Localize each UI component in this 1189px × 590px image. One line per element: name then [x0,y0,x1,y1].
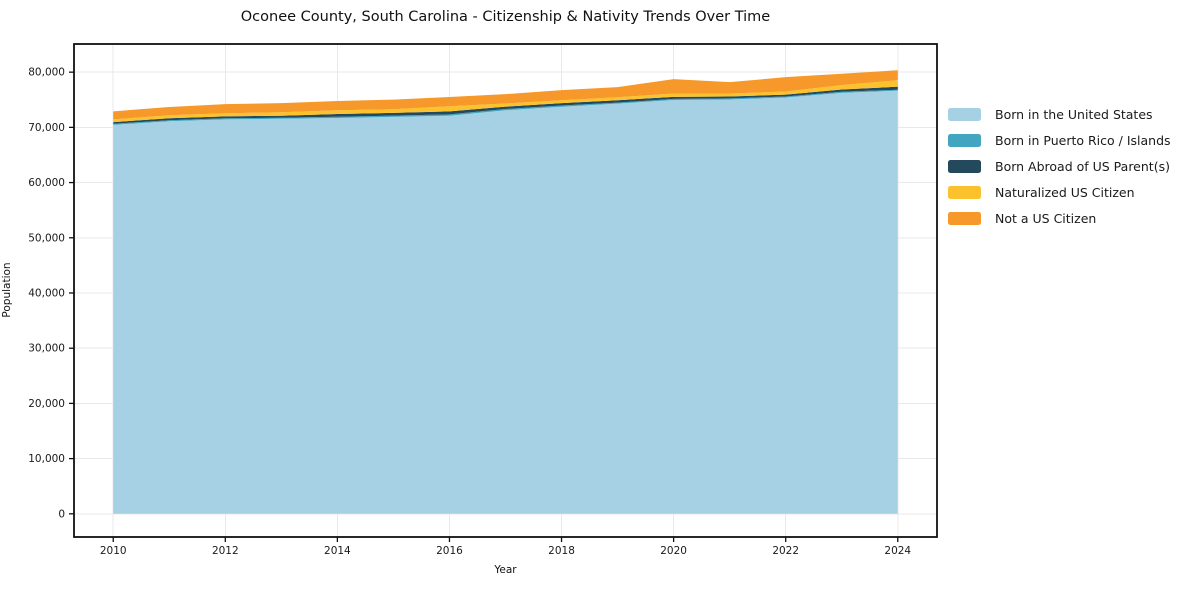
legend-label: Born Abroad of US Parent(s) [995,158,1170,174]
legend: Born in the United States Born in Puerto… [948,101,1171,231]
area-born-in-the-united-states [113,90,898,514]
x-tick-label: 2020 [660,545,687,557]
legend-swatch-icon [948,159,981,173]
legend-item: Born in Puerto Rico / Islands [948,127,1171,153]
y-tick-label: 0 [58,508,65,520]
legend-item: Born Abroad of US Parent(s) [948,153,1171,179]
tick-labels: 0 10,000 20,000 30,000 40,000 50,000 60,000 70,… [28,67,911,557]
y-axis-label: Population [1,262,13,318]
x-tick-label: 2012 [212,545,239,557]
legend-label: Born in the United States [995,106,1153,122]
x-tick-label: 2010 [100,545,127,557]
x-tick-label: 2022 [772,545,799,557]
y-tick-label: 30,000 [28,343,65,355]
x-tick-label: 2014 [324,545,351,557]
y-tick-label: 10,000 [28,453,65,465]
y-tick-label: 80,000 [28,67,65,79]
legend-swatch-icon [948,107,981,121]
legend-swatch-icon [948,133,981,147]
y-tick-label: 40,000 [28,287,65,299]
y-tick-label: 70,000 [28,122,65,134]
area-series [113,70,898,514]
x-tick-label: 2016 [436,545,463,557]
legend-swatch-icon [948,211,981,225]
legend-item: Not a US Citizen [948,205,1171,231]
plot-border [73,43,938,538]
y-tick-label: 60,000 [28,177,65,189]
legend-label: Naturalized US Citizen [995,184,1135,200]
legend-item: Born in the United States [948,101,1171,127]
area-not-a-us-citizen [113,70,898,120]
y-tick-label: 50,000 [28,232,65,244]
legend-item: Naturalized US Citizen [948,179,1171,205]
x-tick-label: 2024 [884,545,911,557]
area-naturalized-us-citizen [113,80,898,123]
x-axis-label: Year [494,564,517,576]
legend-label: Not a US Citizen [995,210,1097,226]
chart-title: Oconee County, South Carolina - Citizens… [240,9,771,25]
legend-swatch-icon [948,185,981,199]
x-tick-label: 2018 [548,545,575,557]
legend-label: Born in Puerto Rico / Islands [995,132,1171,148]
y-tick-label: 20,000 [28,398,65,410]
